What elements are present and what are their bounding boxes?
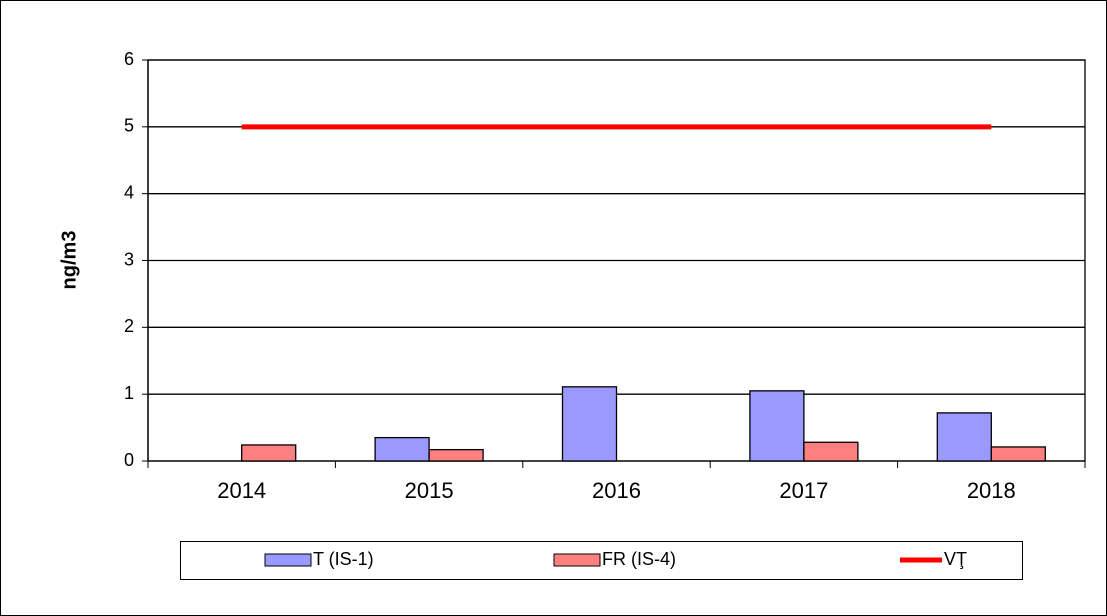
legend-swatch bbox=[553, 553, 601, 567]
x-tick-label: 2014 bbox=[217, 478, 266, 503]
legend-swatch bbox=[264, 553, 312, 567]
legend-label: FR (IS-4) bbox=[602, 549, 676, 569]
bar bbox=[561, 386, 618, 462]
y-tick-label: 1 bbox=[124, 383, 134, 403]
bar bbox=[241, 444, 297, 462]
legend-label: VŢ bbox=[944, 549, 967, 569]
y-tick-label: 4 bbox=[124, 182, 134, 202]
bar bbox=[803, 441, 859, 462]
bar bbox=[374, 436, 430, 462]
x-tick-label: 2016 bbox=[592, 478, 641, 503]
y-tick-label: 5 bbox=[124, 116, 134, 136]
legend-box bbox=[180, 541, 1023, 580]
y-tick-label: 6 bbox=[124, 49, 134, 69]
y-tick-label: 3 bbox=[124, 249, 134, 269]
y-axis-title: ng/m3 bbox=[58, 231, 80, 290]
y-tick-label: 0 bbox=[124, 450, 134, 470]
x-tick-label: 2017 bbox=[779, 478, 828, 503]
bar bbox=[936, 412, 992, 462]
bar bbox=[749, 390, 805, 462]
bar bbox=[990, 446, 1046, 462]
x-tick-label: 2018 bbox=[967, 478, 1016, 503]
bar bbox=[428, 448, 484, 462]
legend-label: T (IS-1) bbox=[313, 549, 374, 569]
x-tick-label: 2015 bbox=[405, 478, 454, 503]
y-tick-label: 2 bbox=[124, 316, 134, 336]
